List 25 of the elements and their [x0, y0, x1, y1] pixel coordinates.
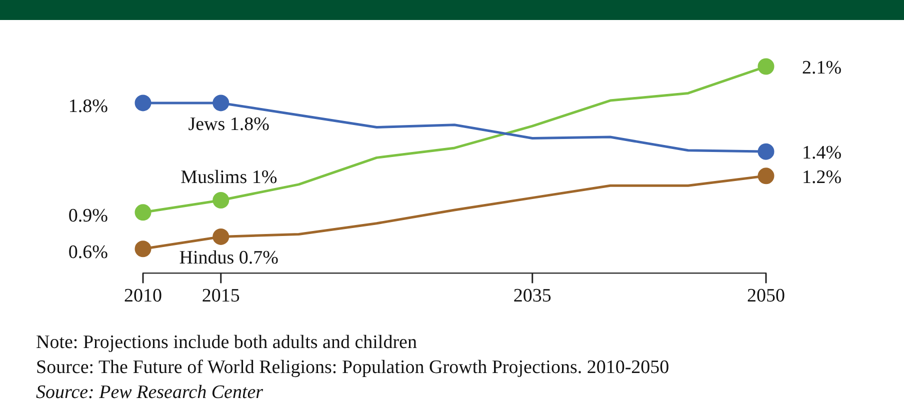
point [758, 168, 774, 184]
source-note: Source: Pew Research Center [36, 381, 264, 403]
data-label: 1.8% [68, 96, 108, 117]
data-label: 2.1% [802, 57, 842, 78]
x-tick-label: 2010 [124, 286, 162, 307]
point [134, 204, 152, 221]
point [212, 94, 230, 112]
data-label: 0.9% [68, 205, 108, 226]
data-label: Hindus 0.7% [179, 248, 279, 269]
point [134, 94, 152, 112]
source-note: Source: The Future of World Religions: Population Growth Projections. 2010-2050 [36, 356, 670, 380]
data-label: 0.6% [68, 242, 108, 263]
x-tick-label: 2015 [202, 286, 240, 307]
x-tick-label: 2050 [747, 286, 785, 307]
point [212, 228, 230, 245]
text: Note: Projections include both adults and children [36, 331, 418, 355]
x-tick-label: 2035 [513, 286, 552, 307]
data-label: Jews 1.8% [188, 114, 270, 135]
data-label: 1.4% [802, 142, 842, 164]
point [212, 192, 230, 208]
data-label: Muslims 1% [180, 167, 278, 188]
point [758, 143, 774, 160]
data-label: 1.2% [802, 166, 842, 188]
point [758, 58, 774, 75]
point [134, 240, 152, 258]
